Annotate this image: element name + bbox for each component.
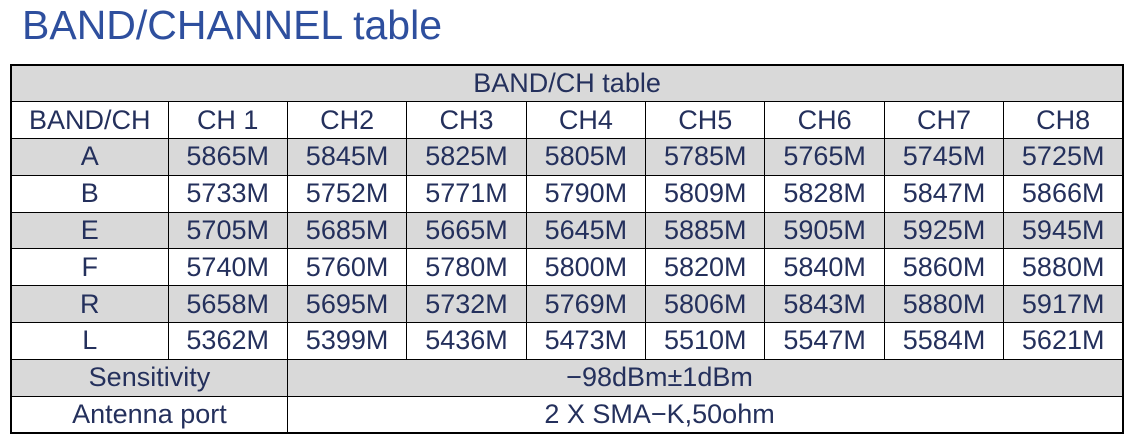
- svg-text:BAND/CHANNEL table: BAND/CHANNEL table: [22, 2, 442, 48]
